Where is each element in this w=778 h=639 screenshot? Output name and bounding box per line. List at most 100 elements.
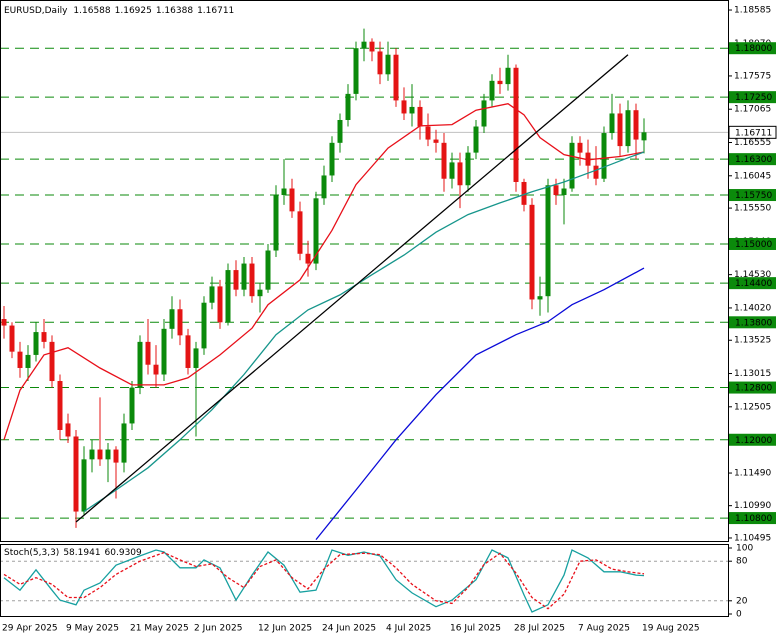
level-label-box (729, 237, 776, 250)
candle-body (545, 185, 551, 297)
candle-body (377, 51, 383, 75)
candle-body (465, 152, 471, 186)
y-tick-label: 1.13015 (734, 369, 771, 379)
x-tick-label: 21 May 2025 (130, 624, 189, 634)
candle-body (17, 351, 23, 368)
x-tick-label: 29 Apr 2025 (2, 624, 58, 634)
level-label: 1.15000 (735, 240, 772, 250)
stoch-header: Stoch(5,3,3) 58.1941 60.9309 (4, 548, 142, 558)
y-tick-label: 1.18585 (734, 6, 771, 16)
candle-body (617, 113, 623, 147)
candle-body (1, 319, 7, 326)
level-label-box (729, 433, 776, 446)
candle-body (369, 41, 375, 52)
candle-body (601, 133, 607, 179)
candle-body (161, 328, 167, 375)
candle-body (121, 423, 127, 463)
level-label: 1.12800 (735, 384, 772, 394)
level-label-box (729, 189, 776, 202)
candle-body (97, 449, 103, 460)
y-tick-label: 1.15550 (734, 204, 771, 214)
candle-body (25, 354, 31, 368)
candle-body (577, 142, 583, 153)
candle-body (401, 100, 407, 114)
candle-body (265, 250, 271, 290)
y-tick-label: 1.11490 (734, 469, 771, 479)
candle-body (361, 41, 367, 49)
y-tick-label: 1.17065 (734, 105, 771, 115)
line-series (83, 151, 645, 513)
candle-body (65, 423, 71, 437)
candle-body (409, 106, 415, 114)
candle-body (89, 449, 95, 460)
candle-body (113, 449, 119, 463)
candle-body (73, 436, 79, 512)
level-label-box (729, 153, 776, 166)
candle-body (289, 188, 295, 212)
candle-body (305, 253, 311, 264)
y-tick-label: 0 (736, 610, 742, 620)
stoch-title: Stoch(5,3,3) (4, 548, 59, 558)
candle-body (353, 48, 359, 94)
candle-body (505, 67, 511, 85)
level-label: 1.18000 (735, 44, 772, 54)
level-label: 1.12000 (735, 436, 772, 446)
candle-body (529, 204, 535, 300)
high: 1.16925 (115, 6, 152, 16)
level-label: 1.16300 (735, 155, 772, 165)
stoch-panel (0, 544, 729, 617)
candle-body (433, 139, 439, 143)
candle-body (193, 348, 199, 368)
candle-body (185, 335, 191, 368)
candle-body (169, 309, 175, 329)
candle-body (41, 332, 47, 342)
stoch-plot (1, 549, 728, 613)
candle-body (129, 387, 135, 424)
candle-body (625, 110, 631, 147)
candle-body (337, 119, 343, 143)
low: 1.16388 (156, 6, 193, 16)
y-tick-label: 1.14530 (734, 270, 771, 280)
candle-body (473, 126, 479, 153)
line-series (315, 267, 645, 541)
level-label-box (729, 277, 776, 290)
candle-body (233, 270, 239, 290)
level-label: 1.15750 (735, 191, 772, 201)
y-tick-label: 1.14020 (734, 303, 771, 313)
candle-body (561, 188, 567, 196)
x-tick-label: 2 Jun 2025 (194, 624, 242, 634)
candle-body (425, 126, 431, 140)
x-tick-label: 28 Jul 2025 (514, 624, 565, 634)
current-price-box (728, 125, 777, 139)
level-label-box (729, 512, 776, 525)
y-tick-label: 100 (736, 544, 753, 554)
candle-body (249, 263, 255, 297)
level-label: 1.17250 (735, 93, 772, 103)
candle-body (553, 185, 559, 196)
y-tick-label: 1.13525 (734, 336, 771, 346)
symbol: EURUSD,Daily (4, 6, 68, 16)
candle-body (393, 54, 399, 101)
candle-body (417, 106, 423, 127)
candle-body (329, 142, 335, 176)
candle-body (385, 54, 391, 75)
x-tick-label: 24 Jun 2025 (322, 624, 376, 634)
candle-body (257, 289, 263, 297)
y-tick-label: 1.10990 (734, 501, 771, 511)
line-series (3, 103, 645, 440)
candle-body (9, 325, 15, 352)
stoch-signal-value: 60.9309 (105, 548, 142, 558)
y-tick-label: 1.16555 (734, 138, 771, 148)
axes: 1.185851.180701.175751.170651.165551.160… (2, 6, 777, 634)
candle-body (241, 263, 247, 290)
current-price-label: 1.16711 (735, 128, 772, 138)
candle-body (145, 341, 151, 365)
x-tick-label: 4 Jul 2025 (386, 624, 431, 634)
candle-body (641, 132, 647, 141)
main-panel (0, 0, 729, 542)
x-tick-label: 16 Jul 2025 (450, 624, 501, 634)
candle-body (537, 296, 543, 300)
candle-body (281, 188, 287, 196)
y-tick-label: 1.12505 (734, 402, 771, 412)
